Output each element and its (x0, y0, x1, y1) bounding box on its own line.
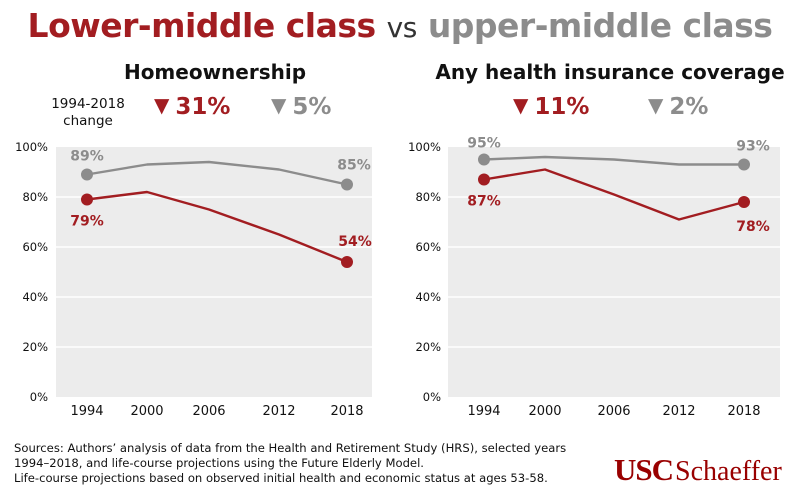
insurance-ytick-label: 80% (415, 190, 441, 204)
insurance-ytick-label: 20% (415, 340, 441, 354)
logo-schaeffer: Schaeffer (675, 456, 782, 487)
insurance-lower-change-value: 11% (534, 94, 590, 120)
homeownership-ytick-label: 100% (15, 140, 48, 154)
insurance-xtick-label: 2018 (727, 404, 760, 419)
insurance-upper-data-label: 93% (736, 139, 770, 155)
homeownership-lower-point (81, 193, 93, 206)
insurance-xtick-label: 2006 (597, 404, 630, 419)
insurance-lower-data-label: 87% (467, 194, 501, 210)
insurance-upper-change-value: 2% (669, 94, 709, 120)
homeownership-upper-change-value: 5% (292, 94, 332, 120)
insurance-upper-data-label: 95% (467, 136, 501, 152)
sources-line-1: Sources: Authors’ analysis of data from … (14, 441, 567, 455)
homeownership-lower-data-label: 79% (70, 214, 104, 230)
insurance-ytick-label: 0% (423, 390, 441, 404)
homeownership-upper-data-label: 89% (70, 149, 104, 165)
insurance-lower-change: ▼ 11% (513, 93, 589, 120)
insurance-ytick-label: 40% (415, 290, 441, 304)
insurance-lower-line (483, 168, 745, 221)
insurance-ytick-label: 60% (415, 240, 441, 254)
homeownership-xtick-label: 2018 (330, 404, 363, 419)
homeownership-xtick-label: 1994 (70, 404, 103, 419)
logo-usc: USC (614, 452, 674, 487)
sources-line-2: 1994–2018, and life-course projections u… (14, 455, 424, 470)
insurance-plot-area (448, 147, 780, 397)
homeownership-upper-change: ▼ 5% (271, 93, 331, 120)
charts-svg: 0% 20% 40% 60% 80% 100% 1994 2000 2006 2012 2018 89… (15, 136, 780, 419)
sources-note: Sources: Authors’ analysis of data from … (14, 441, 594, 485)
insurance-xtick-label: 1994 (467, 404, 500, 419)
down-triangle-icon: ▼ (154, 93, 170, 117)
main-title: Lower-middle class vs upper-middle class (0, 6, 800, 45)
insurance-ytick-label: 100% (408, 140, 441, 154)
insurance-upper-point (478, 153, 490, 166)
down-triangle-icon: ▼ (271, 93, 287, 117)
homeownership-lower-point (341, 256, 353, 268)
homeownership-upper-data-label: 85% (337, 158, 371, 174)
homeownership-title: Homeownership (123, 60, 307, 84)
homeownership-ytick-label: 40% (22, 290, 48, 304)
upper-class-title: upper-middle class (427, 6, 773, 45)
lower-class-title: Lower-middle class (27, 6, 377, 45)
insurance-upper-line (483, 155, 744, 166)
homeownership-ytick-label: 20% (22, 340, 48, 354)
health-insurance-title: Any health insurance coverage (435, 60, 785, 84)
down-triangle-icon: ▼ (648, 93, 664, 117)
homeownership-upper-line (86, 160, 348, 186)
homeownership-lower-change-value: 31% (175, 94, 231, 120)
insurance-upper-change: ▼ 2% (648, 93, 708, 120)
insurance-xtick-label: 2012 (662, 404, 695, 419)
homeownership-lower-line (86, 190, 348, 264)
homeownership-ytick-label: 80% (22, 190, 48, 204)
homeownership-ytick-label: 60% (22, 240, 48, 254)
usc-schaeffer-logo: USCSchaeffer (614, 452, 782, 488)
insurance-lower-point (738, 196, 750, 208)
insurance-xtick-label: 2000 (528, 404, 561, 419)
insurance-lower-point (478, 173, 490, 186)
homeownership-ytick-label: 0% (30, 390, 48, 404)
homeownership-lower-change: ▼ 31% (154, 93, 230, 120)
sources-line-3: Life-course projections based on observe… (14, 470, 548, 485)
insurance-lower-data-label: 78% (736, 219, 770, 235)
homeownership-xtick-label: 2000 (130, 404, 163, 419)
insurance-upper-point (738, 158, 750, 171)
homeownership-xtick-label: 2012 (262, 404, 295, 419)
homeownership-lower-data-label: 54% (338, 234, 372, 250)
down-triangle-icon: ▼ (513, 93, 529, 117)
homeownership-upper-point (341, 178, 353, 191)
change-period-label: 1994-2018 change (51, 96, 125, 129)
homeownership-plot-area (56, 147, 372, 397)
vs-label: vs (386, 11, 418, 44)
homeownership-upper-point (81, 168, 93, 181)
homeownership-xtick-label: 2006 (192, 404, 225, 419)
